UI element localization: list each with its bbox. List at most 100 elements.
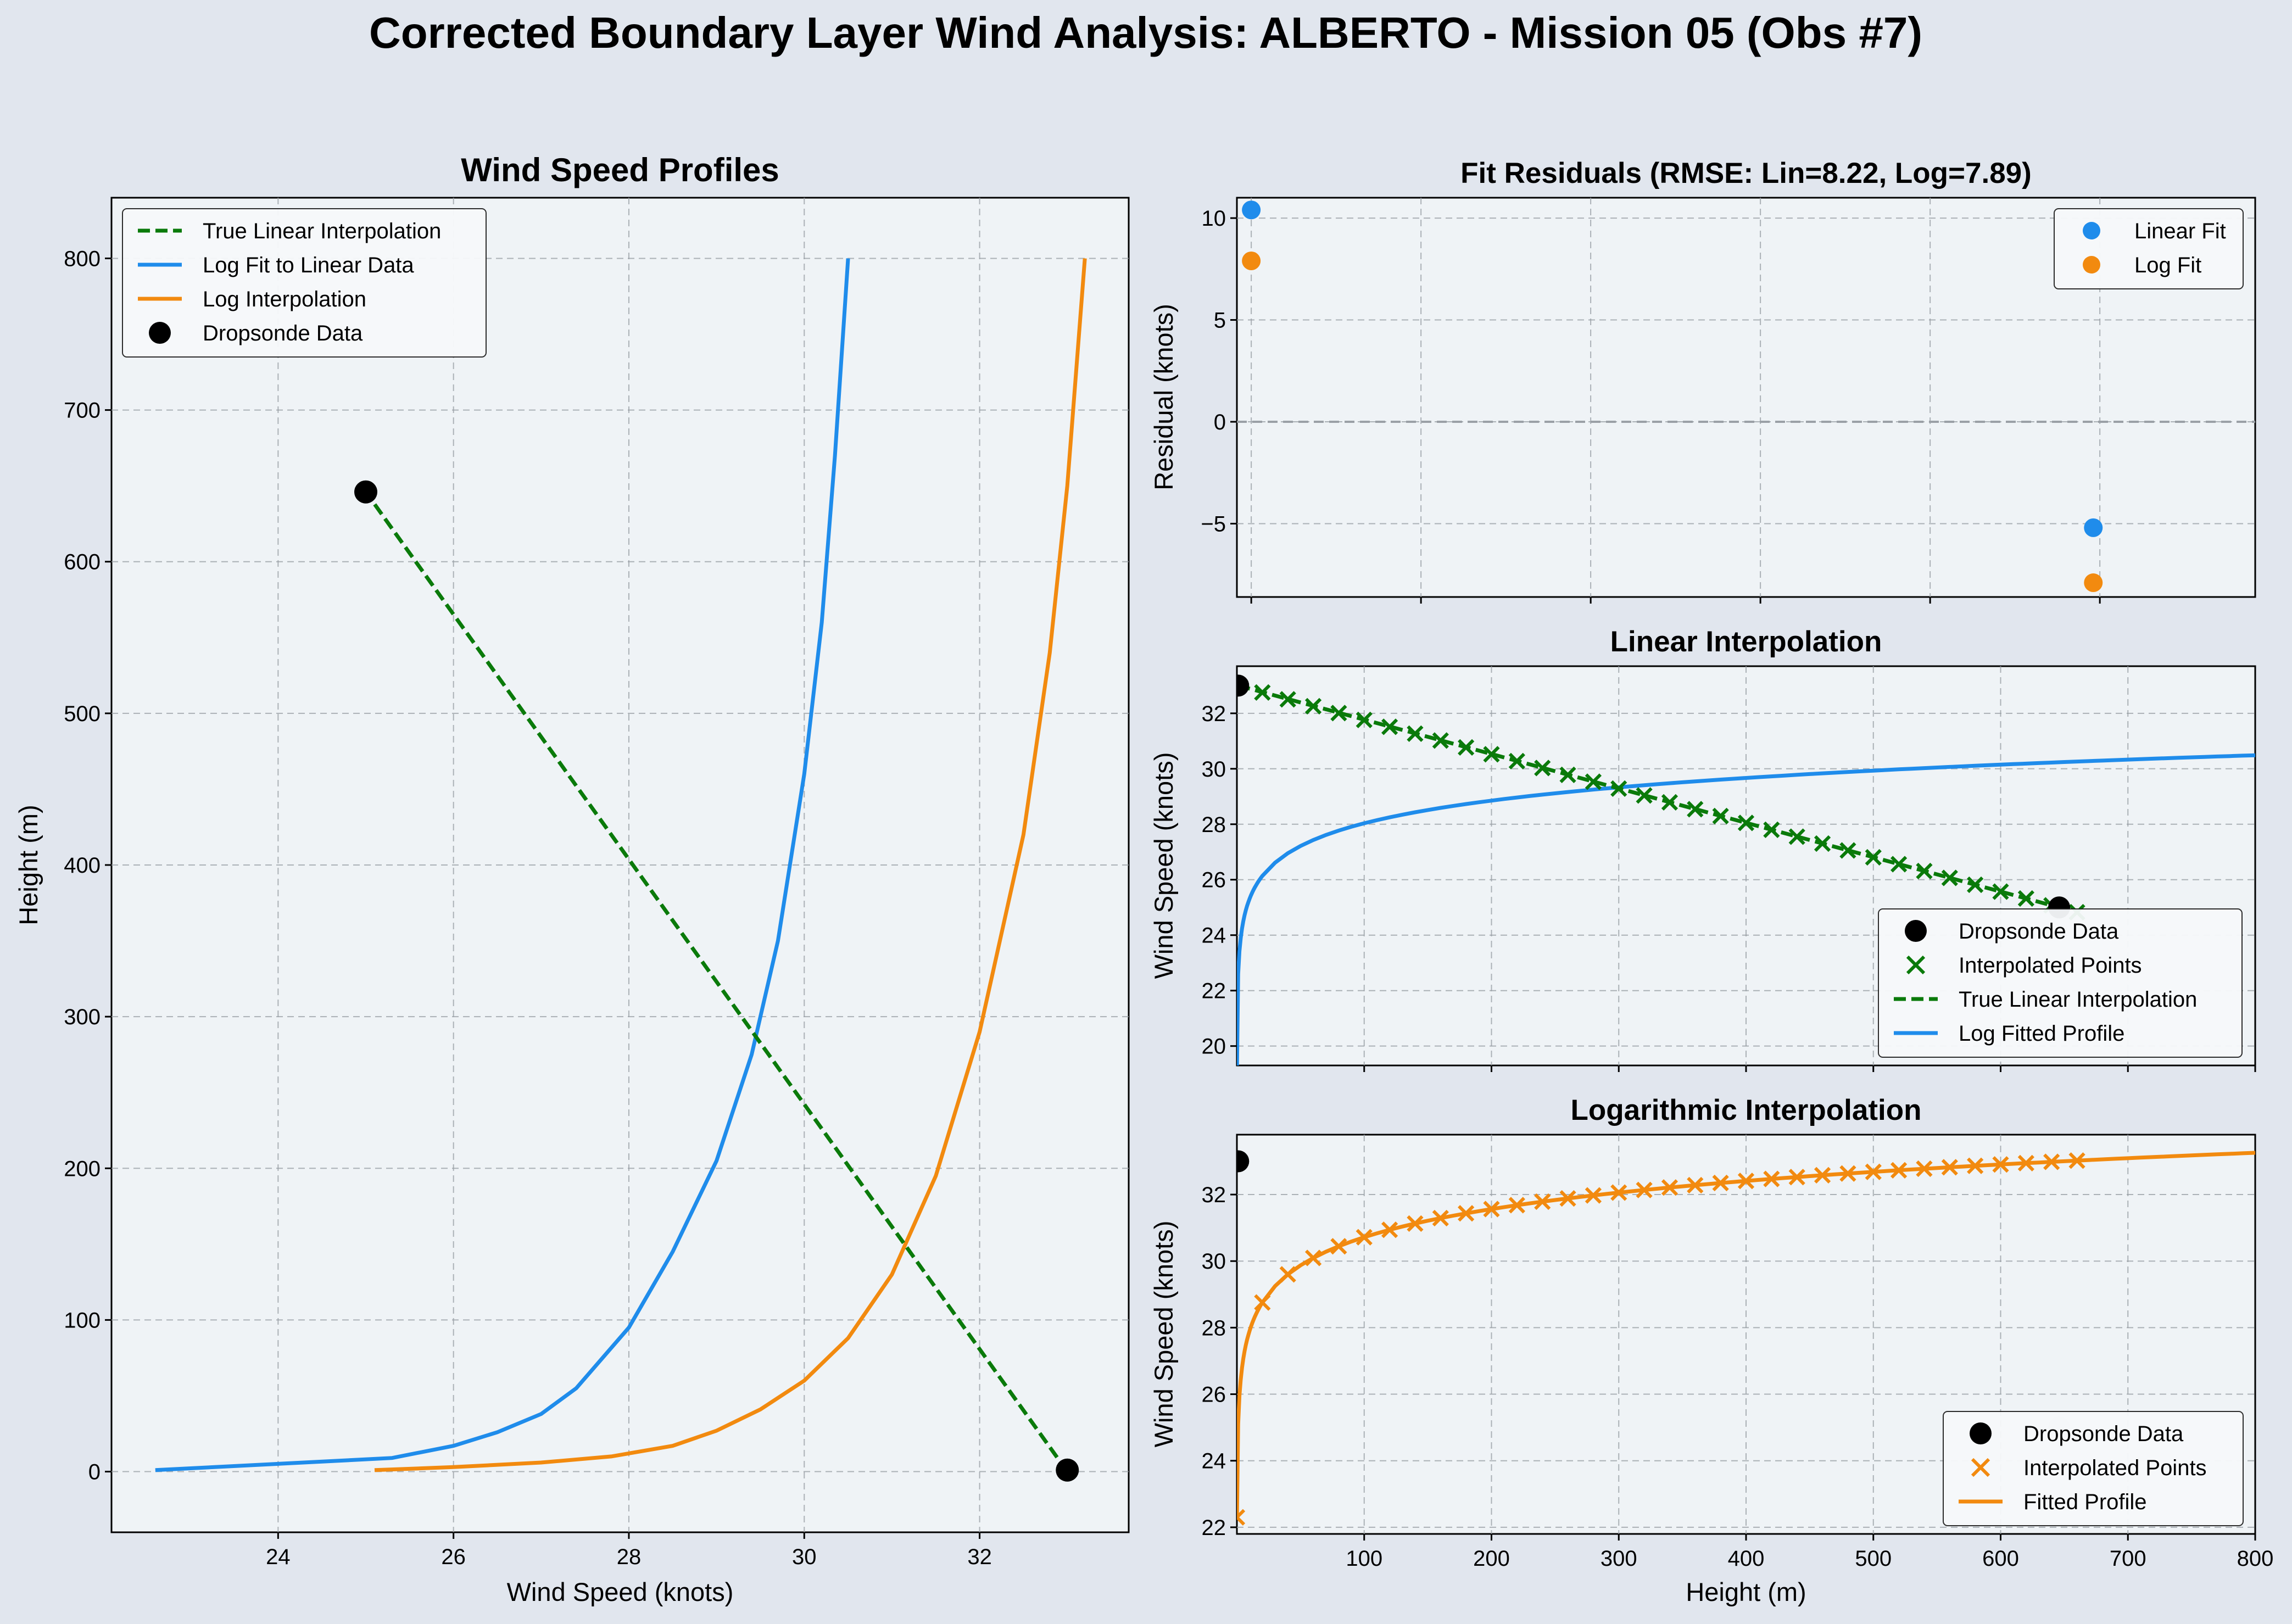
linear-interp-title: Linear Interpolation — [1610, 626, 1882, 658]
interpolated-point — [1483, 746, 1500, 763]
legend-handle — [149, 322, 171, 344]
interpolated-point — [1763, 1170, 1780, 1187]
interpolated-point — [1687, 801, 1704, 818]
profiles-legend: True Linear Interpolation Log Fit to Line… — [122, 208, 487, 358]
profiles-ylabel: Height (m) — [14, 805, 43, 925]
y-tick-label: 0 — [88, 1460, 101, 1485]
residuals-ylabel: Residual (knots) — [1149, 304, 1178, 490]
log-interp-xlabel: Height (m) — [1686, 1577, 1806, 1606]
interpolated-point — [1407, 1215, 1424, 1232]
legend-handle — [2083, 222, 2100, 239]
residuals-panel: −5 0 5 10 Fit Residuals (RMSE: Lin=8.22, Lo… — [1149, 157, 2256, 604]
y-tick-label: 200 — [64, 1157, 101, 1181]
y-tick-label: 28 — [1202, 1316, 1226, 1340]
y-tick-label: 28 — [1202, 813, 1226, 837]
interpolated-point — [1661, 794, 1678, 811]
interpolated-point — [1941, 869, 1958, 886]
linear-interp-legend: Dropsonde Data Interpolated Points True Li… — [1878, 908, 2243, 1058]
legend-handle — [1905, 920, 1927, 942]
x-tick-label: 32 — [967, 1545, 992, 1569]
interpolated-point — [1865, 1163, 1882, 1180]
interpolated-point — [1356, 1229, 1373, 1246]
x-tick-label: 600 — [1982, 1547, 2019, 1571]
interpolated-point — [1967, 1157, 1984, 1174]
interpolated-point — [1967, 876, 1984, 894]
linear-interp-ylabel: Wind Speed (knots) — [1149, 752, 1178, 979]
y-tick-label: 300 — [64, 1005, 101, 1029]
legend-handle — [1906, 955, 1926, 975]
profiles-title: Wind Speed Profiles — [461, 152, 779, 188]
interpolated-point — [1865, 849, 1882, 866]
interpolated-point — [1534, 760, 1551, 777]
interpolated-point — [1610, 1184, 1627, 1201]
residuals-legend: Linear Fit Log Fit — [2054, 208, 2244, 289]
y-tick-label: 24 — [1202, 1449, 1226, 1474]
residual-point — [2084, 573, 2103, 593]
dropsonde-point — [1237, 1150, 1250, 1173]
y-tick-label: 32 — [1202, 1183, 1226, 1207]
legend-label: Dropsonde Data — [203, 321, 363, 345]
interpolated-point — [1534, 1193, 1551, 1210]
interpolated-point — [1814, 835, 1831, 852]
y-tick-label: 22 — [1202, 1516, 1226, 1540]
legend-label: Linear Fit — [2134, 219, 2226, 243]
interpolated-point — [2043, 1153, 2060, 1170]
dropsonde-point — [1237, 674, 1250, 697]
y-tick-label: 500 — [64, 702, 101, 726]
interpolated-point — [1916, 862, 1933, 880]
y-tick-label: 26 — [1202, 868, 1226, 892]
log-interp-legend: Dropsonde Data Interpolated Points Fitted … — [1943, 1411, 2244, 1526]
residual-point — [1242, 251, 1261, 270]
interpolated-point — [1254, 1294, 1271, 1311]
interpolated-point — [1432, 732, 1449, 749]
interpolated-point — [1814, 1167, 1831, 1184]
interpolated-point — [1458, 1205, 1475, 1222]
x-tick-label: 100 — [1346, 1547, 1382, 1571]
interpolated-point — [1407, 725, 1424, 742]
interpolated-point — [1381, 1221, 1398, 1238]
y-tick-label: 100 — [64, 1308, 101, 1332]
log-interp-ylabel: Wind Speed (knots) — [1149, 1221, 1178, 1448]
linear-interp-line — [364, 490, 1069, 1473]
y-tick-label: 700 — [64, 399, 101, 423]
legend-frame — [2054, 208, 2244, 289]
interpolated-point — [1636, 1181, 1653, 1198]
legend-label: Dropsonde Data — [1959, 919, 2119, 944]
interpolated-point — [1788, 1169, 1805, 1186]
interpolated-point — [1237, 1509, 1246, 1526]
interpolated-point — [1559, 1190, 1576, 1207]
x-tick-label: 500 — [1855, 1547, 1892, 1571]
interpolated-point — [1992, 1156, 2009, 1173]
x-tick-label: 800 — [2237, 1547, 2274, 1571]
residual-point — [2084, 518, 2103, 537]
y-tick-label: 26 — [1202, 1383, 1226, 1407]
legend-label: Dropsonde Data — [2023, 1422, 2184, 1446]
interpolated-point — [1992, 883, 2009, 900]
interpolated-point — [1890, 1162, 1908, 1179]
interpolated-point — [1839, 1165, 1856, 1182]
interpolated-point — [1636, 787, 1653, 804]
legend-label: Log Fitted Profile — [1959, 1022, 2124, 1046]
interpolated-point — [1839, 842, 1856, 859]
interpolated-point — [1585, 773, 1602, 790]
y-tick-label: 600 — [64, 550, 101, 574]
interpolated-point — [1559, 766, 1576, 784]
interpolated-point — [1788, 828, 1805, 845]
legend-frame — [1943, 1411, 2244, 1526]
legend-label: Interpolated Points — [2023, 1456, 2207, 1480]
legend-frame — [122, 208, 487, 358]
y-tick-label: 30 — [1202, 757, 1226, 782]
interpolated-point — [1254, 684, 1271, 701]
interpolated-point — [1712, 807, 1729, 825]
x-tick-label: 200 — [1473, 1547, 1510, 1571]
x-tick-label: 400 — [1728, 1547, 1765, 1571]
fitted-profile — [1237, 1151, 2255, 1517]
log-interp-title: Logarithmic Interpolation — [1571, 1094, 1922, 1126]
interpolated-point — [2017, 890, 2034, 907]
interpolated-point — [2017, 1154, 2034, 1171]
legend-label: True Linear Interpolation — [203, 219, 441, 243]
y-tick-label: 400 — [64, 853, 101, 878]
legend-frame — [1878, 908, 2243, 1058]
y-tick-label: 800 — [64, 247, 101, 271]
dropsonde-point — [1056, 1458, 1079, 1482]
